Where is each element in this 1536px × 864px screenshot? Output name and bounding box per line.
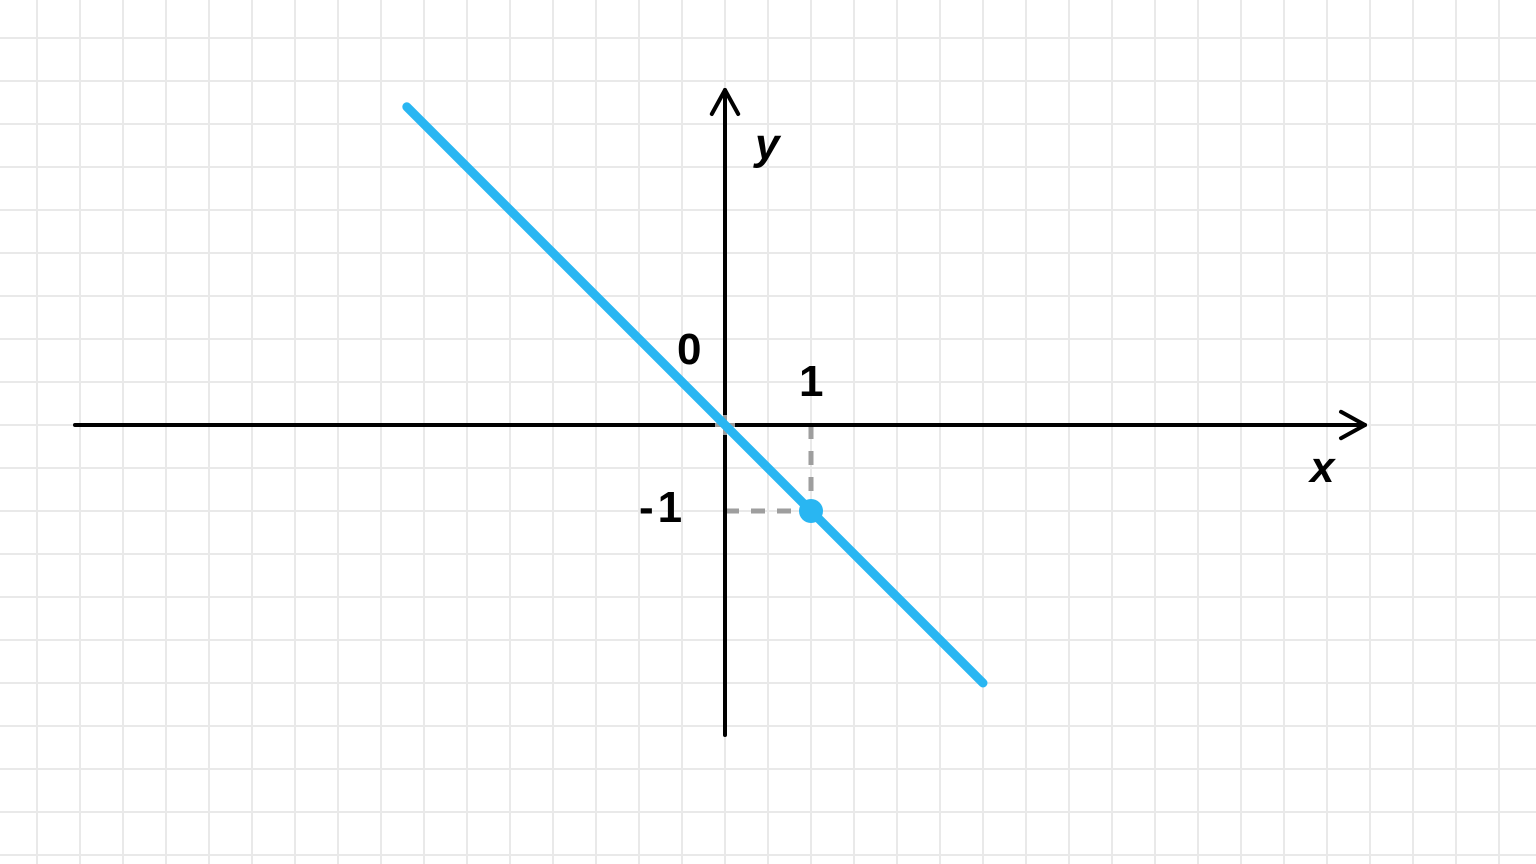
- origin-label: 0: [677, 325, 701, 375]
- coordinate-plane-chart: y x 0 1 -1: [0, 0, 1536, 864]
- x-axis-label: x: [1310, 443, 1334, 493]
- y-tick-neg1-label: -1: [639, 483, 686, 533]
- x-tick-1-label: 1: [799, 357, 823, 407]
- y-axis-label: y: [755, 120, 779, 170]
